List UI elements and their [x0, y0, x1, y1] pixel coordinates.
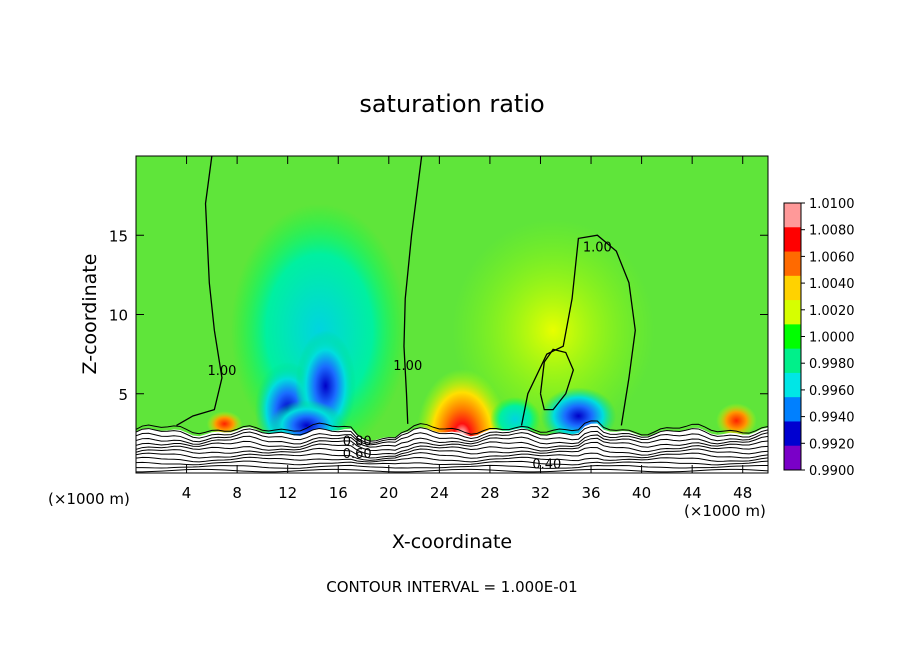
x-tick-label: 40	[632, 484, 651, 502]
x-tick-label: 12	[278, 484, 297, 502]
colorbar-swatch	[784, 275, 801, 301]
colorbar-label: 1.0080	[809, 224, 855, 239]
warm-zone-right	[452, 219, 655, 442]
moist-small-right	[716, 403, 757, 439]
contour-lines	[176, 156, 636, 427]
colorbar-label: 0.9900	[809, 464, 855, 479]
colorbar-swatch	[784, 251, 801, 277]
y-axis-label: Z-coordinate	[79, 254, 101, 375]
terrain-isoline	[136, 441, 768, 455]
terrain-isoline	[136, 456, 768, 463]
terrain-isoline	[136, 437, 768, 451]
contour-line	[539, 348, 575, 411]
colorbar-label: 1.0000	[809, 331, 855, 346]
colorbar-swatch	[784, 421, 801, 447]
x-tick-label: 32	[531, 484, 550, 502]
plot-area: 1.00 1.00 1.00 0.800.60 0.40	[136, 156, 768, 473]
colorbar-swatch	[784, 227, 801, 253]
x-axis-label: X-coordinate	[392, 531, 512, 553]
x-tick-label: 44	[683, 484, 702, 502]
x-tick-label: 24	[430, 484, 449, 502]
contour-label: 0.60	[343, 447, 372, 462]
y-axis: 5 10 15	[109, 227, 768, 404]
contour-labels: 1.00 1.00 1.00 0.800.60 0.40	[207, 240, 611, 472]
colorbar-label: 0.9980	[809, 357, 855, 372]
x-tick-label: 16	[329, 484, 348, 502]
colorbar-label: 1.0060	[809, 250, 855, 265]
x-unit-label-left: (×1000 m)	[48, 490, 130, 508]
terrain-isoline	[136, 460, 768, 466]
contour-line	[403, 156, 423, 424]
colorbar-swatch	[784, 397, 801, 422]
terrain	[136, 420, 768, 473]
y-tick-label: 10	[109, 307, 128, 325]
terrain-isoline	[136, 446, 768, 459]
colorbar-swatch	[784, 348, 801, 374]
terrain-isoline	[136, 452, 768, 461]
x-tick-label: 28	[480, 484, 499, 502]
y-tick-label: 15	[109, 227, 128, 245]
contour-interval-note: CONTOUR INTERVAL = 1.000E-01	[326, 578, 577, 596]
colorbar-swatch	[784, 372, 801, 398]
contour-line	[520, 234, 636, 426]
colorbar-label: 0.9940	[809, 411, 855, 426]
terrain-isoline	[136, 420, 768, 442]
colorbar-label: 1.0020	[809, 304, 855, 319]
terrain-isoline	[136, 434, 768, 448]
colorbar-label: 0.9920	[809, 437, 855, 452]
terrain-isoline	[136, 464, 768, 469]
x-tick-label: 36	[581, 484, 600, 502]
colorbar-label: 0.9960	[809, 384, 855, 399]
colorbar-label: 1.0040	[809, 277, 855, 292]
chart-title: saturation ratio	[359, 90, 544, 118]
contour-label: 1.00	[393, 359, 422, 374]
terrain-isoline	[136, 430, 768, 446]
x-tick-label: 20	[379, 484, 398, 502]
colorbar-swatch	[784, 300, 801, 325]
colorbar-label: 1.0100	[809, 197, 855, 212]
x-tick-label: 48	[733, 484, 752, 502]
colorbar-swatch	[784, 445, 801, 471]
x-unit-label-right: (×1000 m)	[684, 502, 766, 520]
terrain-isoline	[136, 468, 768, 473]
colorbar: 1.0100 1.0080 1.0060 1.0040 1.0020 1.0000 0.99…	[783, 197, 855, 479]
x-tick-label: 4	[182, 484, 192, 502]
colorbar-swatch	[784, 203, 801, 228]
contour-line	[176, 156, 223, 427]
y-tick-label: 5	[118, 386, 128, 404]
x-axis: 4 8 12 16 20 24 28 32 36 40 44 48	[182, 156, 752, 502]
colorbar-swatch	[784, 324, 801, 350]
contour-label: 0.40	[532, 457, 561, 472]
contour-label: 1.00	[207, 364, 236, 379]
contour-label: 0.80	[343, 435, 372, 450]
x-tick-label: 8	[232, 484, 242, 502]
contour-label: 1.00	[583, 240, 612, 255]
terrain-isoline	[136, 426, 768, 444]
